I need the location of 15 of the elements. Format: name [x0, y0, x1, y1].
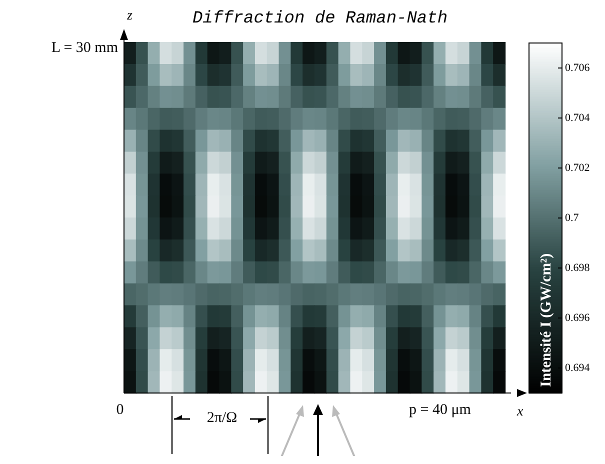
- x-axis-title: x: [516, 404, 524, 420]
- color-bar-label: 0.702: [565, 162, 590, 174]
- color-bar-label: 0.7: [565, 212, 580, 224]
- text: 2π/Ω: [206, 410, 238, 426]
- color-bar-title: Intensité I (GW/cm²): [538, 253, 554, 387]
- color-bar-label: 0.706: [565, 62, 590, 74]
- chart-title: Diffraction de Raman-Nath: [192, 10, 448, 28]
- text: 0: [116, 402, 124, 418]
- text: p = 40 μm: [409, 402, 472, 418]
- color-bar-label: 0.694: [565, 362, 590, 374]
- color-bar-label: 0.696: [565, 312, 590, 324]
- color-bar-label: 0.704: [565, 112, 590, 124]
- color-bar-label: 0.698: [565, 262, 590, 274]
- text: L = 30 mm: [51, 40, 118, 56]
- y-axis-title: z: [126, 8, 133, 24]
